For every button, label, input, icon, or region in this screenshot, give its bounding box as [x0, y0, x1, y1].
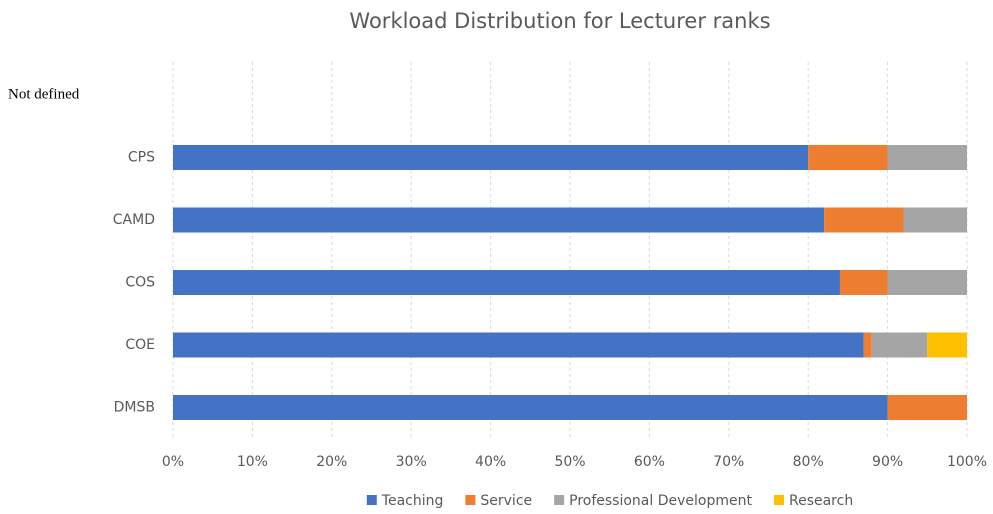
x-tick-label: 60%: [634, 454, 665, 470]
bar-segment: [903, 207, 967, 233]
bar-segment: [871, 332, 928, 358]
category-label: CPS: [128, 150, 155, 166]
x-tick-label: 10%: [237, 454, 268, 470]
category-label: COS: [125, 275, 155, 291]
x-tick-label: 0%: [162, 454, 184, 470]
legend-label: Research: [789, 493, 853, 509]
bar-segment: [808, 145, 888, 170]
x-tick-label: 50%: [554, 454, 585, 470]
x-tick-label: 80%: [793, 454, 824, 470]
legend-swatch: [366, 495, 377, 505]
category-label: CAMD: [113, 212, 155, 228]
legend-label: Professional Development: [569, 493, 752, 509]
bar-segment: [173, 270, 840, 295]
bar-segment: [887, 145, 967, 170]
bar-segment: [839, 270, 888, 295]
legend-swatch: [465, 495, 476, 505]
category-label: Not defined: [8, 86, 80, 102]
x-tick-label: 70%: [713, 454, 744, 470]
legend-swatch: [773, 495, 784, 505]
bar-segment: [824, 207, 904, 233]
x-tick-label: 20%: [316, 454, 347, 470]
x-tick-label: 100%: [947, 454, 987, 470]
bar-segment: [173, 207, 825, 233]
legend-label: Service: [480, 493, 532, 509]
bar-segment: [173, 395, 888, 420]
x-tick-label: 30%: [396, 454, 427, 470]
legend-swatch: [554, 495, 565, 505]
legend-label: Teaching: [381, 493, 444, 509]
x-tick-label: 90%: [872, 454, 903, 470]
bar-segment: [173, 332, 864, 358]
bar-segment: [173, 145, 809, 170]
x-tick-label: 40%: [475, 454, 506, 470]
bar-segment: [887, 270, 967, 295]
category-label: DMSB: [114, 400, 155, 416]
bar-segment: [927, 332, 967, 358]
bar-segment: [887, 395, 967, 420]
chart-title: Workload Distribution for Lecturer ranks: [349, 9, 770, 33]
bar-segment: [863, 332, 872, 358]
category-label: COE: [125, 337, 155, 353]
